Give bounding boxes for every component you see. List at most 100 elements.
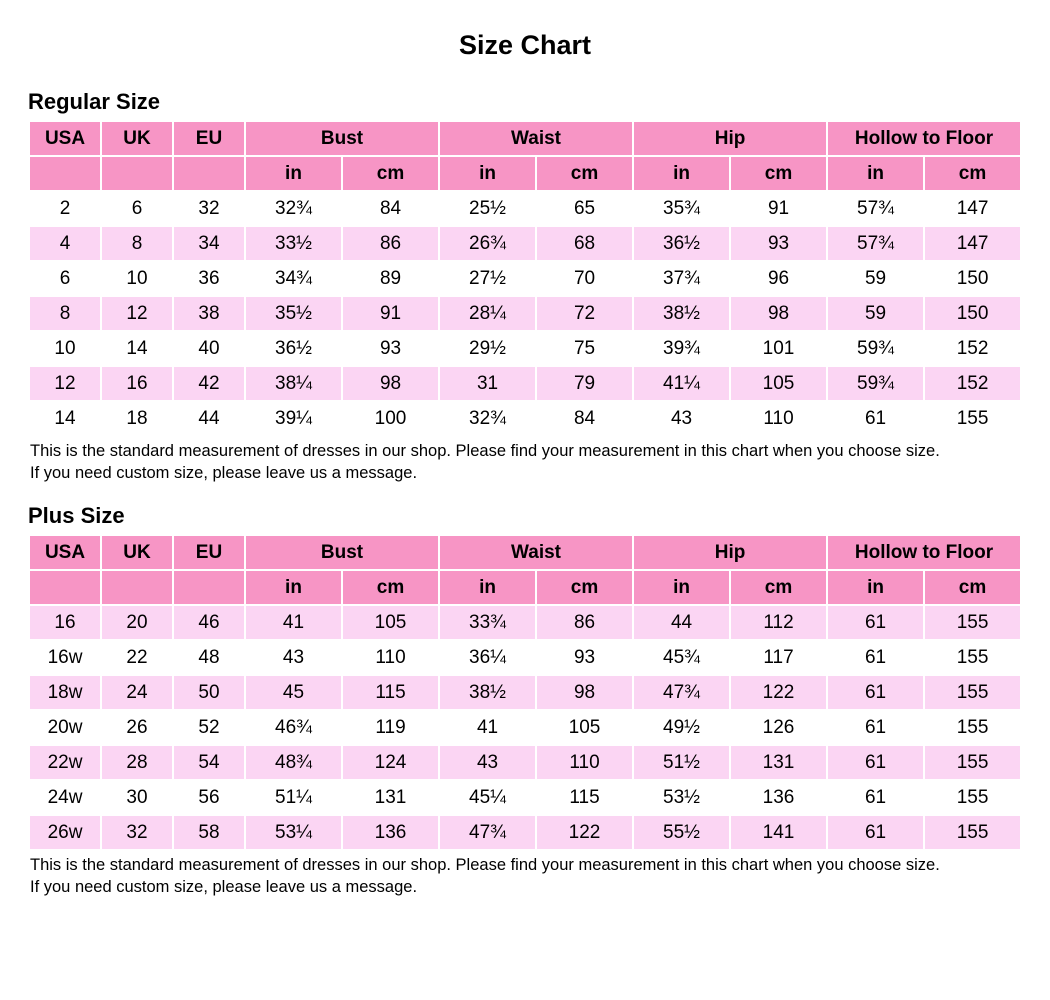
group-header-row: USA UK EU Bust Waist Hip Hollow to Floor <box>30 536 1021 569</box>
size-cell: 47¾ <box>634 676 730 709</box>
unit-header-row: in cm in cm in cm in cm <box>30 571 1021 604</box>
size-cell: 93 <box>537 641 633 674</box>
plus-size-table: USA UK EU Bust Waist Hip Hollow to Floor… <box>28 534 1022 851</box>
size-cell: 46¾ <box>246 711 341 744</box>
size-cell: 41 <box>246 606 341 639</box>
size-cell: 105 <box>731 367 827 400</box>
size-cell: 26 <box>102 711 172 744</box>
unit-header-cm: cm <box>343 571 439 604</box>
size-cell: 35¾ <box>634 192 730 225</box>
table-row: 4 8 34 33½ 86 26¾ 68 36½ 93 57¾ 147 <box>30 227 1021 260</box>
size-cell: 79 <box>537 367 633 400</box>
col-header-waist: Waist <box>440 536 633 569</box>
col-header-hip: Hip <box>634 122 827 155</box>
table-row: 16 20 46 41 105 33¾ 86 44 112 61 155 <box>30 606 1021 639</box>
unit-header-in: in <box>246 571 341 604</box>
size-cell: 6 <box>30 262 100 295</box>
col-header-hollow-to-floor: Hollow to Floor <box>828 122 1021 155</box>
size-cell: 8 <box>102 227 172 260</box>
size-cell: 51½ <box>634 746 730 779</box>
regular-size-rows: 2 6 32 32¾ 84 25½ 65 35¾ 91 57¾ 147 4 8 34 33½ 86 26¾ 68 3… <box>30 192 1021 435</box>
size-cell: 34¾ <box>246 262 341 295</box>
size-cell: 65 <box>537 192 633 225</box>
size-cell: 122 <box>537 816 633 849</box>
size-cell: 28¼ <box>440 297 536 330</box>
size-cell: 53½ <box>634 781 730 814</box>
table-row: 2 6 32 32¾ 84 25½ 65 35¾ 91 57¾ 147 <box>30 192 1021 225</box>
size-cell: 40 <box>174 332 244 365</box>
size-cell: 93 <box>343 332 439 365</box>
table-row: 12 16 42 38¼ 98 31 79 41¼ 105 59¾ 152 <box>30 367 1021 400</box>
size-cell: 110 <box>343 641 439 674</box>
size-cell: 61 <box>828 676 924 709</box>
size-cell: 48 <box>174 641 244 674</box>
size-cell: 117 <box>731 641 827 674</box>
size-cell: 38½ <box>440 676 536 709</box>
size-cell: 155 <box>925 402 1021 435</box>
size-cell: 72 <box>537 297 633 330</box>
size-cell: 45 <box>246 676 341 709</box>
size-cell: 22 <box>102 641 172 674</box>
size-cell: 152 <box>925 367 1021 400</box>
unit-header-cm: cm <box>537 571 633 604</box>
size-cell: 59¾ <box>828 332 924 365</box>
plus-size-heading: Plus Size <box>28 503 125 528</box>
empty-header-cell <box>102 571 172 604</box>
size-cell: 155 <box>925 781 1021 814</box>
plus-size-rows: 16 20 46 41 105 33¾ 86 44 112 61 155 16w 22 48 43 110 36… <box>30 606 1021 849</box>
size-cell: 155 <box>925 676 1021 709</box>
size-cell: 44 <box>634 606 730 639</box>
table-row: 10 14 40 36½ 93 29½ 75 39¾ 101 59¾ 152 <box>30 332 1021 365</box>
size-cell: 84 <box>537 402 633 435</box>
size-cell: 115 <box>343 676 439 709</box>
size-cell: 22w <box>30 746 100 779</box>
size-cell: 61 <box>828 781 924 814</box>
size-cell: 59 <box>828 297 924 330</box>
empty-header-cell <box>30 157 100 190</box>
table-row: 6 10 36 34¾ 89 27½ 70 37¾ 96 59 150 <box>30 262 1021 295</box>
size-cell: 52 <box>174 711 244 744</box>
size-cell: 61 <box>828 816 924 849</box>
size-cell: 61 <box>828 641 924 674</box>
size-cell: 53¼ <box>246 816 341 849</box>
size-cell: 155 <box>925 711 1021 744</box>
size-cell: 100 <box>343 402 439 435</box>
size-cell: 10 <box>102 262 172 295</box>
note-line: This is the standard measurement of dres… <box>30 442 940 460</box>
size-cell: 136 <box>731 781 827 814</box>
size-cell: 43 <box>246 641 341 674</box>
unit-header-cm: cm <box>731 571 827 604</box>
unit-header-in: in <box>634 157 730 190</box>
col-header-hollow-to-floor: Hollow to Floor <box>828 536 1021 569</box>
size-cell: 43 <box>634 402 730 435</box>
size-cell: 43 <box>440 746 536 779</box>
col-header-bust: Bust <box>246 536 439 569</box>
size-cell: 56 <box>174 781 244 814</box>
size-cell: 36½ <box>634 227 730 260</box>
note-line: If you need custom size, please leave us… <box>30 878 418 896</box>
size-cell: 91 <box>731 192 827 225</box>
size-cell: 14 <box>30 402 100 435</box>
size-cell: 136 <box>343 816 439 849</box>
size-cell: 24 <box>102 676 172 709</box>
size-cell: 55½ <box>634 816 730 849</box>
size-cell: 20 <box>102 606 172 639</box>
size-cell: 18w <box>30 676 100 709</box>
size-cell: 32¾ <box>246 192 341 225</box>
size-cell: 150 <box>925 262 1021 295</box>
table-row: 20w 26 52 46¾ 119 41 105 49½ 126 61 155 <box>30 711 1021 744</box>
unit-header-in: in <box>440 571 536 604</box>
col-header-eu: EU <box>174 122 244 155</box>
size-cell: 50 <box>174 676 244 709</box>
size-cell: 36½ <box>246 332 341 365</box>
size-cell: 16 <box>102 367 172 400</box>
size-chart-page: Size Chart Regular Size USA UK EU Bust W… <box>28 30 1022 896</box>
size-cell: 141 <box>731 816 827 849</box>
table-row: 24w 30 56 51¼ 131 45¼ 115 53½ 136 61 155 <box>30 781 1021 814</box>
size-cell: 48¾ <box>246 746 341 779</box>
size-cell: 101 <box>731 332 827 365</box>
unit-header-in: in <box>246 157 341 190</box>
size-cell: 45¾ <box>634 641 730 674</box>
size-cell: 59 <box>828 262 924 295</box>
size-cell: 96 <box>731 262 827 295</box>
